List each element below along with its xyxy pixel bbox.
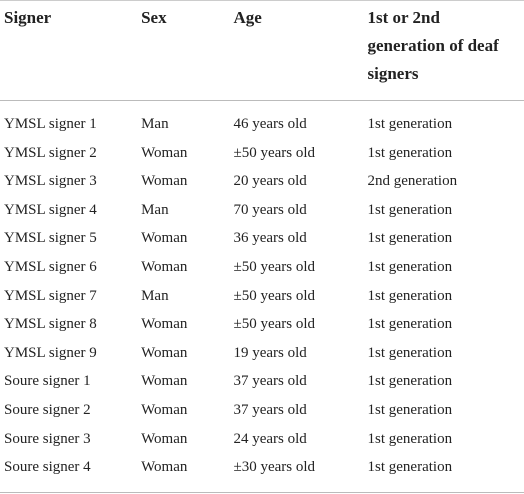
table-row: YMSL signer 4 Man 70 years old 1st generati… <box>0 196 524 225</box>
table-cell: YMSL signer 6 <box>4 258 97 275</box>
table-cell: 1st generation <box>367 401 453 418</box>
table-cell: Woman <box>141 173 188 190</box>
table-cell: Woman <box>141 316 188 333</box>
table-cell: 20 years old <box>233 173 307 190</box>
table-row: YMSL signer 2 Woman ±50 years old 1st gener… <box>0 139 524 168</box>
table-cell: 1st generation <box>367 316 453 333</box>
table-cell: ±50 years old <box>233 144 316 161</box>
table-cell: 2nd generation <box>367 173 458 190</box>
table-cell: 1st generation <box>367 144 453 161</box>
table-cell: Woman <box>141 230 188 247</box>
header-cell: Signer <box>0 0 138 101</box>
table-row: Soure signer 2 Woman 37 years old 1st gener… <box>0 396 524 425</box>
table-cell: YMSL signer 8 <box>4 316 97 333</box>
table-cell: Woman <box>141 344 188 361</box>
table-cell: Man <box>141 287 169 304</box>
table-cell: Soure signer 2 <box>4 401 91 418</box>
table-cell: Woman <box>141 401 188 418</box>
table-cell: 46 years old <box>233 116 307 132</box>
table-cell: Man <box>141 116 169 132</box>
table-cell: 1st generation <box>367 116 453 132</box>
table-cell: 37 years old <box>233 401 307 418</box>
table-row: YMSL signer 3 Woman 20 years old 2nd genera… <box>0 167 524 196</box>
table-cell: Woman <box>141 430 188 447</box>
table-row: Soure signer 4 Woman ±30 years old 1st gene… <box>0 453 524 492</box>
table-cell: Woman <box>141 373 188 390</box>
table-cell: YMSL signer 7 <box>4 287 97 304</box>
header-cell: Age <box>229 0 364 101</box>
header-row: Signer Sex Age 1st or 2nd generation of dea… <box>0 0 524 101</box>
table-cell: 1st generation <box>367 287 453 304</box>
table-cell: YMSL signer 2 <box>4 144 97 161</box>
table-row: YMSL signer 1 Man 46 years old 1st generati… <box>0 101 524 139</box>
table-cell: ±50 years old <box>233 316 316 333</box>
table-cell: YMSL signer 5 <box>4 230 97 247</box>
table-row: YMSL signer 9 Woman 19 years old 1st genera… <box>0 339 524 368</box>
table-cell: 1st generation <box>367 430 453 447</box>
table-body: YMSL signer 1 Man 46 years old 1st generati… <box>0 101 524 493</box>
table-cell: 1st generation <box>367 459 453 476</box>
table-cell: 1st generation <box>367 230 453 247</box>
table-cell: Woman <box>141 144 188 161</box>
table-cell: 70 years old <box>233 201 307 218</box>
table-cell: Man <box>141 201 169 218</box>
table-cell: Woman <box>141 459 188 476</box>
header-cell: 1st or 2nd generation of deaf signers <box>363 0 524 101</box>
table-cell: 1st generation <box>367 373 453 390</box>
table-cell: 1st generation <box>367 258 453 275</box>
table-cell: YMSL signer 1 <box>4 116 97 132</box>
table-cell: 36 years old <box>233 230 307 247</box>
table-cell: 24 years old <box>233 430 307 447</box>
table-cell: YMSL signer 4 <box>4 201 97 218</box>
table-header: Signer Sex Age 1st or 2nd generation of dea… <box>0 0 524 101</box>
table-cell: ±50 years old <box>233 258 316 275</box>
table-cell: Soure signer 4 <box>4 459 91 476</box>
table-cell: Soure signer 3 <box>4 430 91 447</box>
table-cell: ±50 years old <box>233 287 316 304</box>
table-cell: 37 years old <box>233 373 307 390</box>
table-cell: Soure signer 1 <box>4 373 91 390</box>
table-cell: ±30 years old <box>233 459 316 476</box>
table-row: YMSL signer 8 Woman ±50 years old 1st gener… <box>0 310 524 339</box>
table-row: Soure signer 1 Woman 37 years old 1st gener… <box>0 367 524 396</box>
table-cell: 1st generation <box>367 344 453 361</box>
table-cell: 1st generation <box>367 201 453 218</box>
table-row: YMSL signer 6 Woman ±50 years old 1st gener… <box>0 253 524 282</box>
table-cell: YMSL signer 3 <box>4 173 97 190</box>
table-row: YMSL signer 7 Man ±50 years old 1st generat… <box>0 282 524 311</box>
table-row: YMSL signer 5 Woman 36 years old 1st genera… <box>0 224 524 253</box>
table-cell: 19 years old <box>233 344 307 361</box>
header-cell: Sex <box>137 0 230 101</box>
table-cell: YMSL signer 9 <box>4 344 97 361</box>
table-cell: Woman <box>141 258 188 275</box>
table-row: Soure signer 3 Woman 24 years old 1st gener… <box>0 425 524 454</box>
